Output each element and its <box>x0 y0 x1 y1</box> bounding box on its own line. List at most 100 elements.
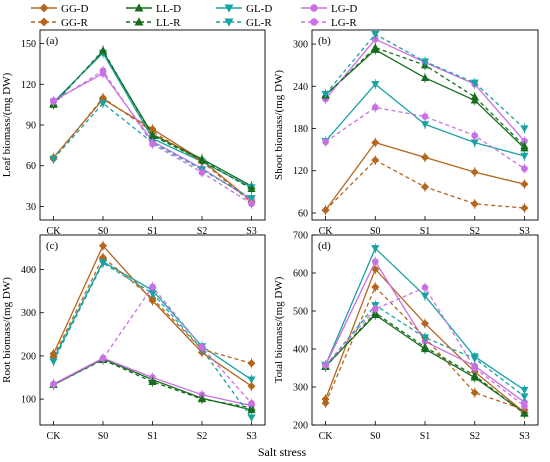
y-tick-label: 400 <box>21 265 36 276</box>
data-point <box>520 409 529 417</box>
data-point <box>321 206 330 215</box>
legend-entry: GG-D <box>31 3 89 15</box>
data-point <box>421 284 429 291</box>
data-point <box>471 364 479 372</box>
legend-entry: GL-D <box>216 3 272 15</box>
data-point <box>247 184 256 192</box>
y-tick-label: 240 <box>293 82 308 93</box>
data-point <box>321 398 330 407</box>
legend-label: LL-D <box>156 3 181 15</box>
data-point <box>247 382 256 391</box>
x-tick-label: S0 <box>370 431 381 442</box>
series-gg-d <box>49 94 256 206</box>
series-line <box>53 49 252 190</box>
y-tick-label: 600 <box>293 269 308 280</box>
panel-label: (b) <box>318 35 331 47</box>
x-tick-label: S0 <box>98 226 109 237</box>
x-tick-label: S3 <box>246 226 257 237</box>
x-tick-label: CK <box>319 226 334 237</box>
y-tick-label: 300 <box>21 308 36 319</box>
data-point <box>520 152 529 161</box>
y-tick-label: 300 <box>293 40 308 51</box>
x-tick-label: S1 <box>420 226 431 237</box>
legend-marker <box>134 17 144 26</box>
panel: (b) 60 120 180 240 300 CK S0 S1 S2 S3 Shoot biomass… <box>273 29 539 237</box>
y-tick-label: 150 <box>21 39 36 50</box>
legend-label: GG-R <box>61 17 89 29</box>
data-point <box>371 104 379 111</box>
data-point <box>247 376 256 384</box>
y-tick-label: 700 <box>293 231 308 242</box>
x-tick-label: S3 <box>246 431 257 442</box>
data-point <box>149 283 156 291</box>
series-line <box>52 260 252 381</box>
legend-entry: LG-R <box>301 17 357 29</box>
data-point <box>98 100 108 108</box>
panel-label: (c) <box>46 240 59 252</box>
data-point <box>420 58 430 66</box>
panel-label: (d) <box>318 240 331 252</box>
legend-label: LG-R <box>331 17 357 29</box>
x-tick-label: CK <box>319 431 334 442</box>
legend-entry: GL-R <box>216 17 272 29</box>
data-point <box>149 140 156 148</box>
data-point <box>247 414 256 422</box>
data-point <box>470 92 479 101</box>
series-ll-d <box>49 46 256 192</box>
data-point <box>420 153 430 162</box>
legend-entry: GG-R <box>31 17 89 29</box>
data-point <box>520 386 529 395</box>
series-line <box>53 359 252 409</box>
plot-frame <box>39 234 266 426</box>
x-axis-title: Salt stress <box>258 445 307 459</box>
data-point <box>98 46 108 54</box>
data-point <box>471 132 479 139</box>
x-tick-label: S0 <box>98 431 109 442</box>
data-point <box>98 241 108 250</box>
data-point <box>470 388 479 397</box>
y-tick-label: 90 <box>26 121 36 132</box>
data-point <box>520 125 529 133</box>
legend-label: GG-D <box>61 3 89 15</box>
data-point <box>371 31 380 39</box>
data-point <box>371 245 380 253</box>
y-tick-label: 100 <box>21 395 36 406</box>
x-tick-label: S1 <box>147 431 158 442</box>
data-point <box>520 393 529 401</box>
data-point <box>470 371 479 379</box>
panel: (a) 30 60 90 120 150 CK S0 S1 S2 S3 Leaf biomass/(m… <box>1 29 266 237</box>
series-line <box>325 313 525 414</box>
data-point <box>248 200 255 208</box>
panels: (a) 30 60 90 120 150 CK S0 S1 S2 S3 Leaf biomass/(m… <box>1 29 539 442</box>
data-point <box>49 155 58 164</box>
legend-marker <box>310 18 318 26</box>
x-tick-label: S2 <box>469 226 480 237</box>
series-gg-d <box>49 240 256 392</box>
data-point <box>50 98 57 106</box>
series-gl-r <box>321 29 529 134</box>
panel: (d) 200 300 400 500 600 700 CK S0 S1 S2 S3 Total bio… <box>273 231 539 442</box>
series-gl-r <box>49 98 256 204</box>
data-point <box>420 292 430 301</box>
y-tick-label: 200 <box>293 421 308 432</box>
series-line <box>52 244 252 387</box>
data-point <box>371 81 380 89</box>
data-point <box>99 67 107 75</box>
data-point <box>371 156 380 165</box>
data-point <box>50 381 57 388</box>
panel-label: (a) <box>46 35 59 47</box>
series-line <box>53 52 252 189</box>
legend-label: LG-D <box>331 3 357 15</box>
data-point <box>371 258 379 265</box>
series-lg-d <box>322 34 528 147</box>
data-point <box>247 359 256 368</box>
series-gg-r <box>49 252 256 369</box>
legend-label: LL-R <box>156 17 181 29</box>
y-tick-label: 500 <box>293 307 308 318</box>
data-point <box>148 377 157 385</box>
x-tick-label: S2 <box>469 431 480 442</box>
data-point <box>520 204 529 213</box>
data-point <box>321 90 330 99</box>
y-axis-title: Root biomass/(mg DW) <box>1 277 13 383</box>
legend-marker <box>224 4 234 13</box>
